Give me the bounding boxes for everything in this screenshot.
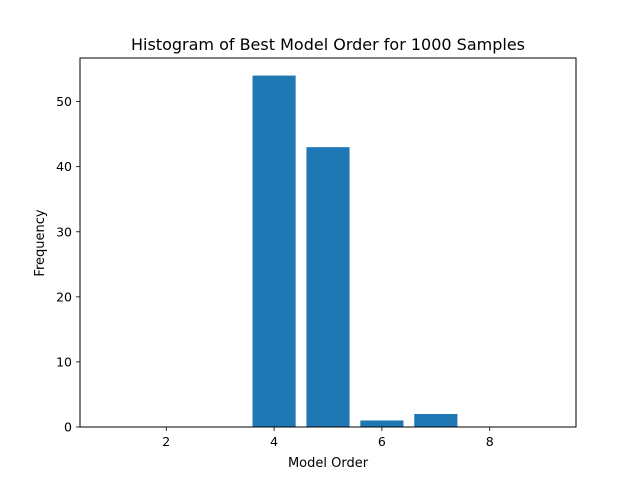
bar-order-4 [252,75,296,428]
plot-frame [79,57,577,428]
bar-order-6 [360,420,404,427]
x-axis-ticks: 2 4 6 8 [162,427,494,449]
bar-order-7 [414,413,458,427]
y-tick-label: 50 [56,94,72,109]
x-tick-label: 6 [378,434,386,449]
bars-group [252,75,458,428]
x-tick-label: 4 [270,434,278,449]
bar-order-5 [306,147,350,427]
y-axis-ticks: 0 10 20 30 40 50 [56,94,80,435]
x-axis-label: Model Order [288,456,369,471]
x-tick-label: 2 [162,434,170,449]
y-axis-label: Frequency [33,209,48,276]
chart-title: Histogram of Best Model Order for 1000 S… [131,35,525,54]
x-tick-label: 8 [486,434,494,449]
y-tick-label: 10 [56,354,72,369]
y-tick-label: 0 [64,420,72,435]
y-tick-label: 30 [56,224,72,239]
y-tick-label: 40 [56,159,72,174]
y-tick-label: 20 [56,289,72,304]
